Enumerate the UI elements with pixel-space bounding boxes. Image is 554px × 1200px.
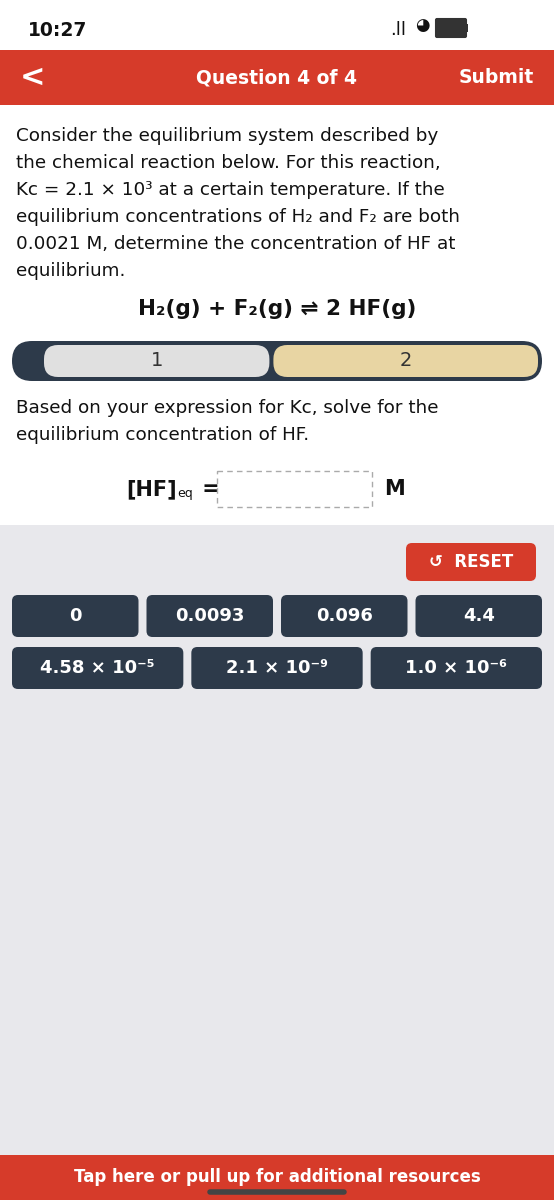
FancyBboxPatch shape bbox=[0, 1154, 554, 1200]
Text: M: M bbox=[384, 479, 405, 499]
Text: 1: 1 bbox=[151, 352, 163, 371]
Text: Submit: Submit bbox=[459, 68, 534, 86]
FancyBboxPatch shape bbox=[146, 595, 273, 637]
Text: eq: eq bbox=[177, 487, 193, 500]
Text: 0.096: 0.096 bbox=[316, 607, 373, 625]
FancyBboxPatch shape bbox=[371, 647, 542, 689]
FancyBboxPatch shape bbox=[406, 542, 536, 581]
FancyBboxPatch shape bbox=[416, 595, 542, 637]
Text: Tap here or pull up for additional resources: Tap here or pull up for additional resou… bbox=[74, 1169, 480, 1187]
FancyBboxPatch shape bbox=[12, 595, 138, 637]
Text: 2: 2 bbox=[399, 352, 412, 371]
Text: <: < bbox=[20, 62, 45, 92]
FancyBboxPatch shape bbox=[0, 104, 554, 526]
Text: 2.1 × 10⁻⁹: 2.1 × 10⁻⁹ bbox=[226, 659, 328, 677]
FancyBboxPatch shape bbox=[0, 50, 554, 104]
FancyBboxPatch shape bbox=[436, 19, 466, 37]
Bar bbox=[465, 24, 468, 32]
Text: Kc = 2.1 × 10³ at a certain temperature. If the: Kc = 2.1 × 10³ at a certain temperature.… bbox=[16, 181, 445, 199]
Text: 4.58 × 10⁻⁵: 4.58 × 10⁻⁵ bbox=[40, 659, 155, 677]
FancyBboxPatch shape bbox=[0, 526, 554, 1154]
Text: 0: 0 bbox=[69, 607, 81, 625]
Text: equilibrium.: equilibrium. bbox=[16, 262, 125, 280]
FancyBboxPatch shape bbox=[44, 346, 269, 377]
Text: =: = bbox=[195, 479, 220, 499]
Text: 0.0093: 0.0093 bbox=[175, 607, 244, 625]
Text: .ll: .ll bbox=[390, 20, 406, 38]
FancyBboxPatch shape bbox=[281, 595, 408, 637]
Text: Consider the equilibrium system described by: Consider the equilibrium system describe… bbox=[16, 127, 438, 145]
FancyBboxPatch shape bbox=[12, 647, 183, 689]
Text: [HF]: [HF] bbox=[126, 479, 177, 499]
Text: Question 4 of 4: Question 4 of 4 bbox=[197, 68, 357, 86]
FancyBboxPatch shape bbox=[12, 341, 542, 382]
FancyBboxPatch shape bbox=[191, 647, 363, 689]
Text: 10:27: 10:27 bbox=[28, 20, 88, 40]
Text: equilibrium concentrations of H₂ and F₂ are both: equilibrium concentrations of H₂ and F₂ … bbox=[16, 208, 460, 226]
Text: 0.0021 M, determine the concentration of HF at: 0.0021 M, determine the concentration of… bbox=[16, 235, 455, 253]
FancyBboxPatch shape bbox=[217, 470, 372, 506]
Text: H₂(g) + F₂(g) ⇌ 2 HF(g): H₂(g) + F₂(g) ⇌ 2 HF(g) bbox=[138, 299, 416, 319]
Text: ↺  RESET: ↺ RESET bbox=[429, 553, 513, 571]
Text: 4.4: 4.4 bbox=[463, 607, 495, 625]
Text: equilibrium concentration of HF.: equilibrium concentration of HF. bbox=[16, 426, 309, 444]
Text: 1.0 × 10⁻⁶: 1.0 × 10⁻⁶ bbox=[406, 659, 507, 677]
Text: Based on your expression for Kc, solve for the: Based on your expression for Kc, solve f… bbox=[16, 398, 439, 416]
FancyBboxPatch shape bbox=[0, 0, 554, 50]
FancyBboxPatch shape bbox=[274, 346, 538, 377]
Text: the chemical reaction below. For this reaction,: the chemical reaction below. For this re… bbox=[16, 154, 440, 172]
Text: ◕: ◕ bbox=[415, 16, 429, 34]
